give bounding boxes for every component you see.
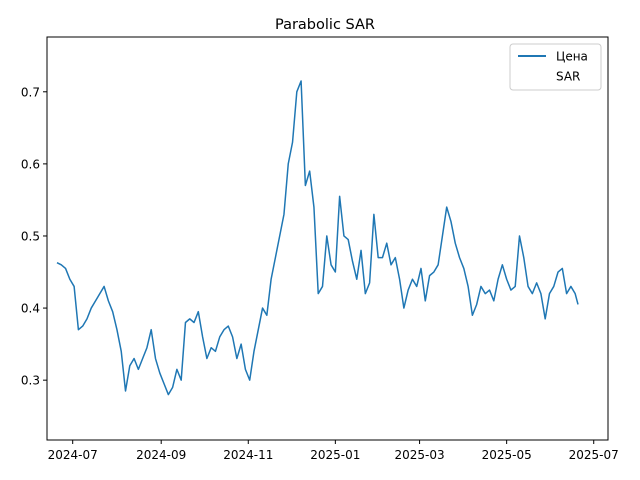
y-tick-label: 0.3: [21, 374, 40, 388]
y-tick-label: 0.7: [21, 85, 40, 99]
y-tick-label: 0.6: [21, 157, 40, 171]
x-tick-label: 2024-11: [223, 448, 273, 462]
axes-frame: [46, 36, 609, 441]
legend: Цена SAR: [509, 43, 602, 91]
legend-label: Цена: [556, 50, 588, 64]
x-tick-label: 2024-07: [48, 448, 98, 462]
x-tick-label: 2025-01: [310, 448, 360, 462]
x-tick-label: 2025-05: [482, 448, 532, 462]
plot-area: [56, 80, 579, 396]
legend-label: SAR: [556, 70, 580, 84]
x-tick-label: 2025-03: [395, 448, 445, 462]
x-tick-label: 2024-09: [136, 448, 186, 462]
y-tick-label: 0.5: [21, 229, 40, 243]
axes: 2024-07 2024-09 2024-11 2025-01 2025-03 2025-…: [21, 36, 619, 462]
series-line-0: [56, 80, 579, 396]
y-tick-label: 0.4: [21, 302, 40, 316]
x-tick-label: 2025-07: [569, 448, 619, 462]
chart-title: Parabolic SAR: [275, 17, 375, 33]
